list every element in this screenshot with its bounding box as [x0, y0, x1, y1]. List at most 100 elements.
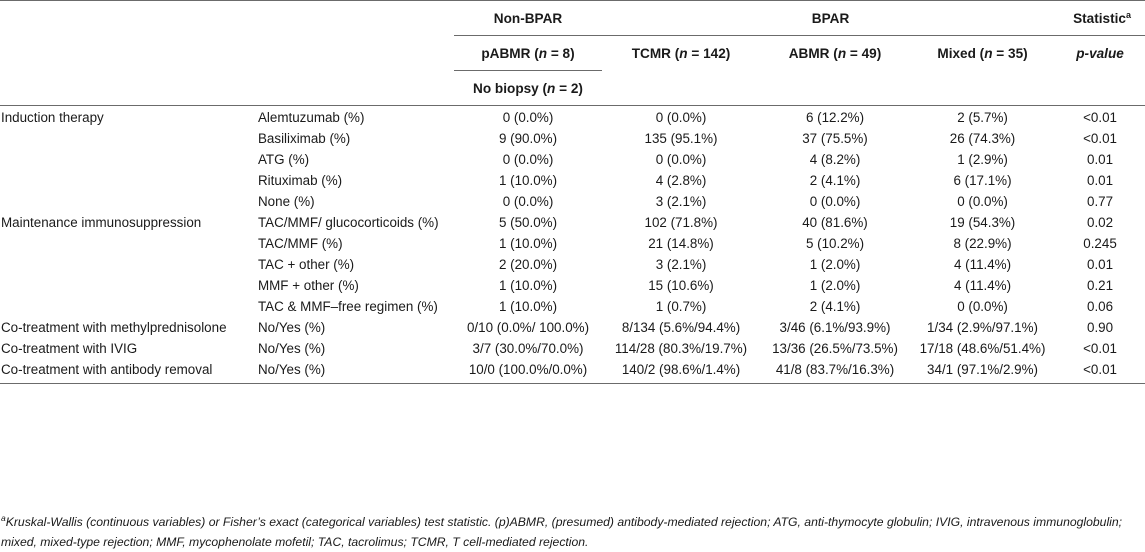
row-variable: ATG (%)	[258, 152, 310, 167]
row-category	[0, 295, 258, 316]
header-pvalue: p-value	[1076, 45, 1124, 61]
cell-tcmr: 15 (10.6%)	[648, 278, 714, 293]
cell-nonbpar: 10/0 (100.0%/0.0%)	[468, 362, 588, 377]
row-variable: None (%)	[258, 194, 315, 209]
cell-tcmr: 114/28 (80.3%/19.7%)	[614, 341, 748, 356]
cell-nonbpar: 0 (0.0%)	[502, 110, 554, 125]
cell-tcmr: 21 (14.8%)	[648, 236, 714, 251]
table-row: Maintenance immunosuppression TAC/MMF/ gl…	[0, 211, 1145, 232]
cell-tcmr: 8/134 (5.6%/94.4%)	[621, 320, 741, 335]
results-table: Non-BPAR BPAR Statistica pABMR (n = 8) T…	[0, 0, 1145, 384]
row-category: Co-treatment with IVIG	[1, 341, 138, 356]
cell-mixed: 0 (0.0%)	[957, 194, 1008, 209]
cell-tcmr: 0 (0.0%)	[655, 110, 707, 125]
cell-pvalue: <0.01	[1083, 362, 1117, 377]
cell-nonbpar: 0/10 (0.0%/ 100.0%)	[466, 320, 590, 335]
cell-mixed: 4 (11.4%)	[953, 257, 1012, 272]
cell-pvalue: <0.01	[1083, 110, 1117, 125]
row-variable: TAC & MMF–free regimen (%)	[258, 299, 438, 314]
cell-abmr: 41/8 (83.7%/16.3%)	[775, 362, 895, 377]
cell-tcmr: 102 (71.8%)	[644, 215, 718, 230]
cell-pvalue: 0.77	[1087, 194, 1114, 209]
cell-pvalue: 0.01	[1087, 257, 1114, 272]
cell-mixed: 34/1 (97.1%/2.9%)	[927, 362, 1038, 377]
row-variable: TAC + other (%)	[258, 257, 355, 272]
cell-abmr: 37 (75.5%)	[802, 131, 868, 146]
cell-nonbpar: 1 (10.0%)	[498, 173, 558, 188]
cell-abmr: 5 (10.2%)	[805, 236, 865, 251]
row-category	[0, 127, 258, 148]
cell-pvalue: 0.21	[1087, 278, 1114, 293]
cell-mixed: 8 (22.9%)	[953, 236, 1012, 251]
table-row: TAC + other (%) 2 (20.0%) 3 (2.1%) 1 (2.0%)…	[0, 253, 1145, 274]
row-variable: No/Yes (%)	[258, 320, 326, 335]
cell-nonbpar: 1 (10.0%)	[498, 236, 558, 251]
table-row: Rituximab (%) 1 (10.0%) 4 (2.8%) 2 (4.1%) 6 …	[0, 169, 1145, 190]
table-footnote: aKruskal-Wallis (continuous variables) o…	[1, 513, 1123, 549]
table-row: Co-treatment with methylprednisolone No/Y…	[0, 316, 1145, 337]
table-row: Basiliximab (%) 9 (90.0%) 135 (95.1%) 37 (7…	[0, 127, 1145, 148]
cell-tcmr: 0 (0.0%)	[655, 152, 707, 167]
cell-abmr: 1 (2.0%)	[809, 257, 861, 272]
row-variable: Alemtuzumab (%)	[258, 110, 365, 125]
header-nonbpar: Non-BPAR	[454, 0, 602, 36]
cell-mixed: 6 (17.1%)	[953, 173, 1012, 188]
cell-abmr: 40 (81.6%)	[802, 215, 868, 230]
row-variable: MMF + other (%)	[258, 278, 359, 293]
cell-tcmr: 3 (2.1%)	[655, 257, 707, 272]
row-variable: No/Yes (%)	[258, 362, 326, 377]
cell-abmr: 0 (0.0%)	[809, 194, 861, 209]
header-tcmr: TCMR (n = 142)	[631, 45, 731, 61]
cell-abmr: 1 (2.0%)	[809, 278, 861, 293]
row-category: Co-treatment with antibody removal	[1, 362, 213, 377]
cell-abmr: 2 (4.1%)	[809, 299, 861, 314]
cell-abmr: 2 (4.1%)	[809, 173, 861, 188]
header-pabmr: pABMR (n = 8)	[454, 35, 602, 71]
cell-mixed: 1 (2.9%)	[957, 152, 1008, 167]
row-category	[0, 232, 258, 253]
table-row: Induction therapy Alemtuzumab (%) 0 (0.0%)…	[0, 106, 1145, 128]
cell-mixed: 0 (0.0%)	[957, 299, 1008, 314]
table-row: Co-treatment with IVIG No/Yes (%) 3/7 (30.…	[0, 337, 1145, 358]
cell-tcmr: 4 (2.8%)	[655, 173, 707, 188]
cell-nonbpar: 0 (0.0%)	[502, 194, 554, 209]
header-mixed: Mixed (n = 35)	[937, 45, 1028, 61]
cell-pvalue: <0.01	[1083, 131, 1117, 146]
cell-mixed: 17/18 (48.6%/51.4%)	[919, 341, 1046, 356]
cell-mixed: 4 (11.4%)	[953, 278, 1012, 293]
cell-pvalue: 0.01	[1087, 173, 1114, 188]
row-category: Co-treatment with methylprednisolone	[1, 320, 227, 335]
row-variable: No/Yes (%)	[258, 341, 326, 356]
row-category	[0, 190, 258, 211]
cell-tcmr: 1 (0.7%)	[655, 299, 707, 314]
row-variable: TAC/MMF/ glucocorticoids (%)	[258, 215, 439, 230]
table-row: TAC & MMF–free regimen (%) 1 (10.0%) 1 (0.…	[0, 295, 1145, 316]
cell-nonbpar: 9 (90.0%)	[498, 131, 558, 146]
row-category	[0, 148, 258, 169]
cell-mixed: 1/34 (2.9%/97.1%)	[927, 320, 1038, 335]
table-row: TAC/MMF (%) 1 (10.0%) 21 (14.8%) 5 (10.2%) 8…	[0, 232, 1145, 253]
row-variable: Rituximab (%)	[258, 173, 343, 188]
row-category: Maintenance immunosuppression	[1, 215, 202, 230]
header-nobiopsy: No biopsy (n = 2)	[454, 70, 602, 106]
cell-nonbpar: 5 (50.0%)	[498, 215, 558, 230]
cell-nonbpar: 1 (10.0%)	[498, 278, 558, 293]
row-category: Induction therapy	[1, 110, 104, 125]
cell-pvalue: <0.01	[1083, 341, 1117, 356]
cell-abmr: 13/36 (26.5%/73.5%)	[772, 341, 898, 356]
row-category	[0, 274, 258, 295]
cell-pvalue: 0.01	[1087, 152, 1114, 167]
cell-tcmr: 135 (95.1%)	[644, 131, 718, 146]
table-row: Co-treatment with antibody removal No/Yes…	[0, 358, 1145, 384]
cell-mixed: 19 (54.3%)	[949, 215, 1016, 230]
table-body: Induction therapy Alemtuzumab (%) 0 (0.0%)…	[0, 106, 1145, 384]
row-variable: TAC/MMF (%)	[258, 236, 343, 251]
cell-pvalue: 0.02	[1087, 215, 1114, 230]
cell-abmr: 3/46 (6.1%/93.9%)	[779, 320, 891, 335]
table-row: None (%) 0 (0.0%) 3 (2.1%) 0 (0.0%) 0 (0.0%)…	[0, 190, 1145, 211]
cell-nonbpar: 0 (0.0%)	[502, 152, 554, 167]
cell-pvalue: 0.90	[1087, 320, 1114, 335]
cell-abmr: 4 (8.2%)	[809, 152, 861, 167]
header-abmr: ABMR (n = 49)	[788, 45, 882, 61]
cell-pvalue: 0.06	[1087, 299, 1114, 314]
